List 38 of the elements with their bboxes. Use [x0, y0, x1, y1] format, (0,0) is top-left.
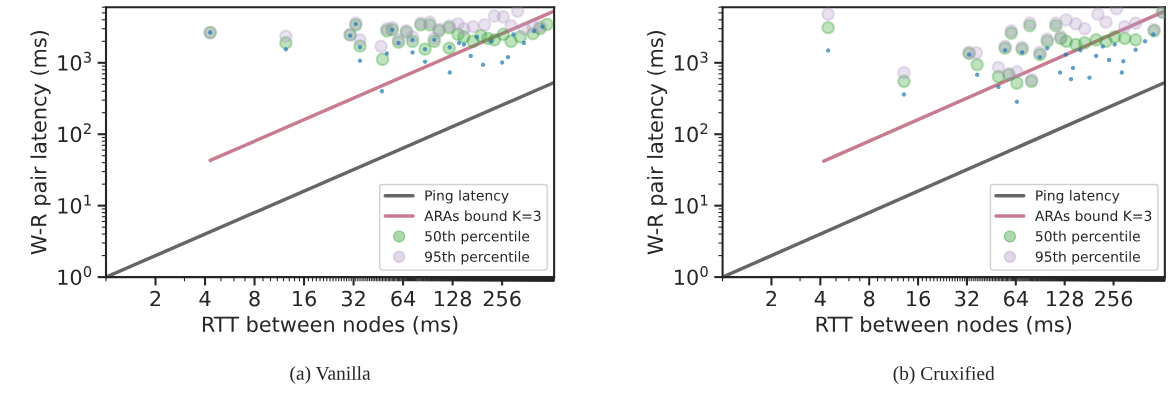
x-tick-label: 8 [863, 290, 875, 307]
x-tick-label: 2 [766, 290, 776, 307]
x-tick-label: 4 [199, 290, 211, 307]
x-tick-label: 256 [1095, 290, 1133, 307]
x-tick-label: 128 [1047, 290, 1084, 307]
legend-label: 50th percentile [1035, 230, 1140, 245]
legend-label: 50th percentile [425, 230, 530, 245]
x-axis-title: RTT between nodes (ms) [202, 316, 458, 335]
y-tick-label: 10$^{3}$ [58, 51, 91, 71]
y-tick-label: 10$^{0}$ [675, 266, 708, 286]
text: (b) Cruxified [893, 366, 995, 384]
legend-label: 95th percentile [1035, 251, 1140, 265]
y-tick-label: 10$^{2}$ [675, 123, 708, 143]
x-tick-label: 4 [814, 290, 826, 307]
x-tick-label: 128 [435, 290, 472, 307]
x-tick-label: 2 [150, 290, 161, 307]
y-tick-label: 10$^{3}$ [675, 51, 708, 71]
text: (a) Vanilla [290, 366, 371, 384]
legend-label: Ping latency [1036, 189, 1120, 204]
x-tick-label: 16 [293, 290, 317, 307]
x-tick-label: 256 [483, 290, 521, 307]
legend-label: ARAs bound K=3 [424, 210, 541, 222]
y-tick-label: 10$^{1}$ [58, 194, 91, 214]
y-tick-label: 10$^{2}$ [58, 123, 91, 143]
legend-label: ARAs bound K=3 [1034, 210, 1152, 222]
x-tick-label: 64 [1004, 290, 1028, 307]
legend-label: Ping latency [425, 189, 509, 204]
x-tick-label: 64 [391, 290, 416, 307]
x-tick-label: 32 [955, 290, 979, 307]
y-tick-label: 10$^{1}$ [675, 194, 708, 214]
y-axis-title: W-R pair latency (ms) [647, 30, 668, 255]
x-tick-label: 8 [249, 290, 260, 307]
y-axis-title: W-R pair latency (ms) [30, 30, 51, 255]
x-tick-label: 32 [341, 290, 365, 307]
x-tick-label: 16 [907, 290, 931, 307]
y-tick-label: 10$^{0}$ [58, 266, 92, 286]
legend-label: 95th percentile [425, 251, 530, 265]
x-axis-title: RTT between nodes (ms) [816, 316, 1072, 335]
